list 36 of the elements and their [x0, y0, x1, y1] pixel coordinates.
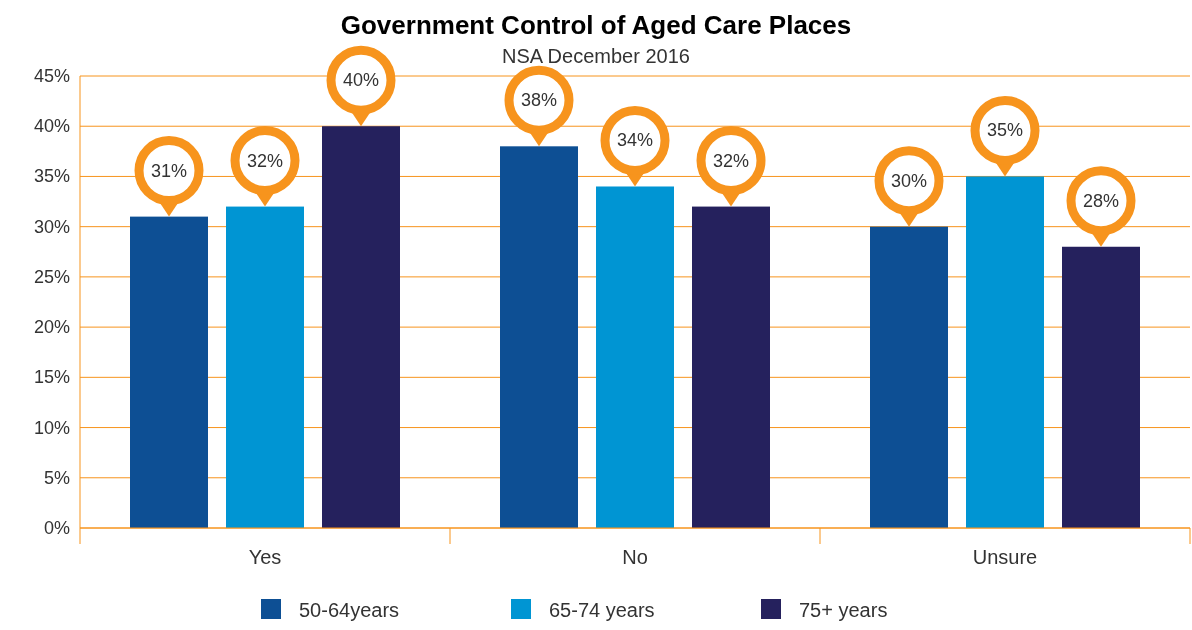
bar — [870, 226, 948, 528]
bar — [596, 186, 674, 528]
chart-subtitle: NSA December 2016 — [502, 45, 690, 67]
data-label: 35% — [986, 120, 1024, 141]
y-tick-label: 30% — [33, 216, 70, 237]
bar — [130, 216, 208, 528]
y-tick-label: 35% — [33, 166, 70, 187]
y-tick-label: 10% — [33, 417, 70, 438]
legend-label: 65-74 years — [549, 599, 655, 621]
bar — [966, 176, 1044, 528]
bar — [500, 146, 578, 528]
legend-label: 50-64years — [299, 599, 400, 621]
x-tick-label: Yes — [248, 546, 282, 568]
bar — [692, 206, 770, 528]
x-tick-label: Unsure — [972, 546, 1038, 568]
y-tick-label: 5% — [43, 467, 70, 488]
y-tick-label: 40% — [33, 116, 70, 137]
chart-title: Government Control of Aged Care Places — [340, 10, 852, 40]
y-tick-label: 20% — [33, 317, 70, 338]
data-label: 31% — [150, 160, 188, 181]
data-label: 30% — [890, 170, 928, 191]
x-tick-label: No — [622, 546, 648, 568]
data-label: 32% — [712, 150, 750, 171]
bar — [1062, 246, 1140, 528]
legend-label: 75+ years — [799, 599, 888, 621]
data-label: 40% — [342, 70, 380, 91]
bar — [226, 206, 304, 528]
y-tick-label: 0% — [43, 518, 70, 538]
data-label: 34% — [616, 130, 654, 151]
bar — [322, 126, 400, 528]
data-label: 28% — [1082, 190, 1120, 211]
y-tick-label: 15% — [33, 367, 70, 388]
data-label: 32% — [246, 150, 284, 171]
data-label: 38% — [520, 90, 558, 111]
y-tick-label: 45% — [33, 66, 70, 86]
y-tick-label: 25% — [33, 266, 70, 287]
